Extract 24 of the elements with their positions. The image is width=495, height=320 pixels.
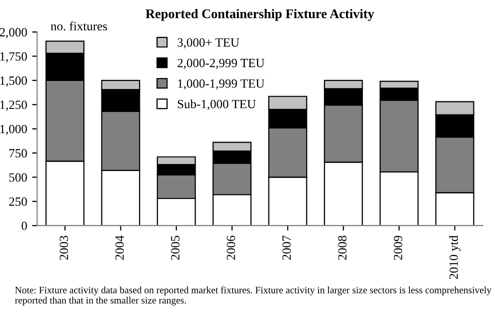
x-tick-label: 2004: [115, 236, 124, 260]
y-tick-label: 1,250: [0, 100, 27, 111]
x-tick-label: 2010 ytd: [449, 235, 460, 279]
chart-title: Reported Containership Fixture Activity: [146, 8, 374, 21]
x-tick-label: 2009: [394, 236, 402, 260]
x-tick-label: 2006: [226, 236, 236, 260]
x-tick-label: 2007: [282, 236, 291, 260]
y-tick-label: 1,000: [0, 124, 27, 136]
y-tick-label: 1,500: [0, 76, 27, 87]
y-tick-label: 1,750: [0, 52, 27, 62]
x-tick-label: 2008: [338, 236, 347, 260]
y-tick-label: 750: [9, 149, 27, 158]
x-tick-label: 2005: [171, 236, 180, 260]
text: Note: Fixture activity data based on reported market fixtures. Fixture activity in larger size sectors is less comprehensively reported than that in the smaller size ranges.: [15, 286, 492, 306]
legend-label: 3,000+ TEU: [178, 38, 240, 48]
y-tick-label: 500: [9, 173, 27, 182]
y-tick-label: 250: [9, 197, 27, 206]
y-tick-label: 0: [22, 222, 27, 230]
legend-label: 1,000-1,999 TEU: [178, 79, 264, 90]
y-axis-title: no. fixtures: [50, 22, 107, 30]
x-tick-label: 2003: [60, 236, 68, 260]
legend-label: Sub-1,000 TEU: [178, 100, 256, 110]
y-tick-label: 2,000: [0, 28, 27, 38]
legend-label: 2,000-2,999 TEU: [178, 58, 264, 70]
